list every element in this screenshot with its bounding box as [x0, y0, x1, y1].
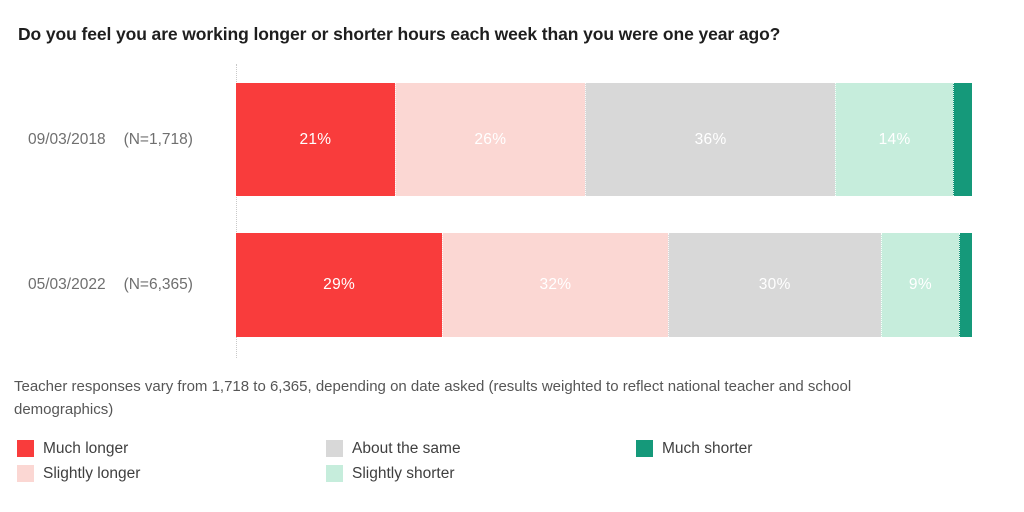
category-row: 05/03/2022 (N=6,365) 29% 32% 30% 9% [0, 233, 1024, 337]
footnote: Teacher responses vary from 1,718 to 6,3… [14, 378, 852, 418]
legend-swatch-much-longer [17, 440, 34, 457]
chart-title: Do you feel you are working longer or sh… [18, 24, 781, 44]
bar-segment-about-the-same: 30% [667, 233, 881, 337]
bar-segment-slightly-shorter: 9% [880, 233, 959, 337]
category-row: 09/03/2018 (N=1,718) 21% 26% 36% 14% [0, 83, 1024, 196]
legend-item-much-shorter: Much shorter [636, 440, 1007, 458]
chart-rows: 09/03/2018 (N=1,718) 21% 26% 36% 14% 05/03/202… [0, 83, 1024, 337]
category-date: 09/03/2018 [28, 130, 106, 148]
legend-label: Slightly shorter [352, 464, 455, 482]
legend-swatch-slightly-longer [17, 465, 34, 482]
legend: Much longer Slightly longer About the same… [17, 436, 1007, 486]
legend-swatch-about-the-same [326, 440, 343, 457]
legend-label: Much shorter [662, 439, 753, 457]
category-sample-size: (N=6,365) [123, 276, 193, 293]
bar-segment-slightly-shorter: 14% [835, 83, 953, 196]
stacked-bar: 21% 26% 36% 14% [236, 83, 972, 196]
legend-swatch-much-shorter [636, 440, 653, 457]
category-date: 05/03/2022 [28, 276, 106, 293]
bar-segment-much-shorter [958, 233, 972, 337]
axis-baseline [236, 64, 237, 358]
legend-item-slightly-longer: Slightly longer [17, 465, 326, 483]
stacked-bar-chart: 09/03/2018 (N=1,718) 21% 26% 36% 14% 05/03/202… [0, 64, 1024, 358]
legend-label: About the same [352, 439, 461, 457]
category-label: 05/03/2022 (N=6,365) [0, 233, 236, 337]
legend-swatch-slightly-shorter [326, 465, 343, 482]
bar-segment-much-longer: 29% [236, 233, 443, 337]
legend-item-slightly-shorter: Slightly shorter [326, 465, 636, 483]
bar-segment-slightly-longer: 26% [394, 83, 585, 196]
legend-item-about-the-same: About the same [326, 440, 636, 458]
category-label: 09/03/2018 (N=1,718) [0, 83, 236, 196]
stacked-bar: 29% 32% 30% 9% [236, 233, 972, 337]
bar-segment-about-the-same: 36% [584, 83, 836, 196]
bar-segment-slightly-longer: 32% [442, 233, 668, 337]
legend-label: Slightly longer [43, 464, 141, 482]
legend-label: Much longer [43, 439, 129, 457]
category-sample-size: (N=1,718) [123, 130, 193, 148]
bar-segment-much-shorter [952, 83, 972, 196]
legend-item-much-longer: Much longer [17, 440, 326, 458]
bar-segment-much-longer: 21% [236, 83, 395, 196]
